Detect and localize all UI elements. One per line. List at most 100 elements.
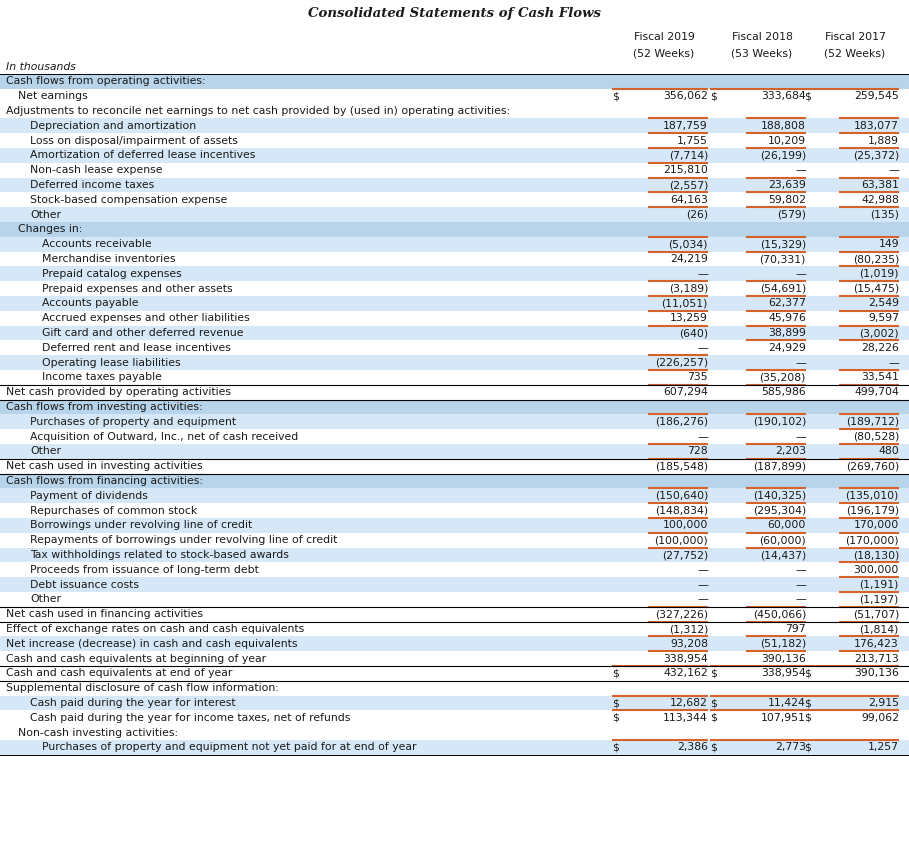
- Text: (51,182): (51,182): [760, 639, 806, 649]
- Text: 107,951: 107,951: [761, 713, 806, 722]
- Bar: [0, 399, 909, 414]
- Text: (3,002): (3,002): [859, 328, 899, 338]
- Text: 63,381: 63,381: [861, 180, 899, 190]
- Text: 480: 480: [878, 446, 899, 457]
- Text: 728: 728: [687, 446, 708, 457]
- Text: In thousands: In thousands: [6, 62, 75, 72]
- Text: Net cash provided by operating activities: Net cash provided by operating activitie…: [6, 387, 231, 398]
- Text: —: —: [795, 268, 806, 279]
- Text: (54,691): (54,691): [760, 284, 806, 294]
- Text: Stock-based compensation expense: Stock-based compensation expense: [30, 195, 227, 205]
- Text: Effect of exchange rates on cash and cash equivalents: Effect of exchange rates on cash and cas…: [6, 624, 305, 634]
- Text: (1,312): (1,312): [669, 624, 708, 634]
- Text: 149: 149: [878, 239, 899, 249]
- Text: $: $: [612, 668, 619, 679]
- Text: (1,814): (1,814): [860, 624, 899, 634]
- Text: 187,759: 187,759: [664, 121, 708, 131]
- Text: 28,226: 28,226: [861, 343, 899, 353]
- Text: 2,203: 2,203: [774, 446, 806, 457]
- Text: (80,528): (80,528): [853, 431, 899, 441]
- Text: 356,062: 356,062: [664, 91, 708, 101]
- Text: Cash paid during the year for interest: Cash paid during the year for interest: [30, 698, 235, 708]
- Text: 93,208: 93,208: [670, 639, 708, 649]
- Text: Net increase (decrease) in cash and cash equivalents: Net increase (decrease) in cash and cash…: [6, 639, 297, 649]
- Bar: [0, 355, 909, 370]
- Text: Accrued expenses and other liabilities: Accrued expenses and other liabilities: [42, 313, 250, 323]
- Text: 12,682: 12,682: [670, 698, 708, 708]
- Text: 183,077: 183,077: [854, 121, 899, 131]
- Text: $: $: [804, 91, 811, 101]
- Text: 300,000: 300,000: [854, 565, 899, 575]
- Text: $: $: [804, 743, 811, 752]
- Text: (1,191): (1,191): [860, 580, 899, 590]
- Bar: [0, 326, 909, 340]
- Text: 338,954: 338,954: [761, 668, 806, 679]
- Text: Merchandise inventories: Merchandise inventories: [42, 254, 175, 264]
- Text: 59,802: 59,802: [768, 195, 806, 205]
- Text: (26): (26): [686, 209, 708, 219]
- Text: Non-cash investing activities:: Non-cash investing activities:: [18, 728, 178, 738]
- Text: 607,294: 607,294: [664, 387, 708, 398]
- Text: 11,424: 11,424: [768, 698, 806, 708]
- Text: 797: 797: [785, 624, 806, 634]
- Text: (15,329): (15,329): [760, 239, 806, 249]
- Text: Consolidated Statements of Cash Flows: Consolidated Statements of Cash Flows: [308, 8, 601, 20]
- Text: Prepaid expenses and other assets: Prepaid expenses and other assets: [42, 284, 233, 294]
- Bar: [0, 636, 909, 652]
- Bar: [0, 444, 909, 459]
- Text: (135,010): (135,010): [845, 491, 899, 500]
- Text: 213,713: 213,713: [854, 653, 899, 663]
- Text: Amortization of deferred lease incentives: Amortization of deferred lease incentive…: [30, 150, 255, 160]
- Text: $: $: [804, 713, 811, 722]
- Text: (51,707): (51,707): [853, 609, 899, 619]
- Text: (80,235): (80,235): [853, 254, 899, 264]
- Text: 585,986: 585,986: [761, 387, 806, 398]
- Text: Fiscal 2017: Fiscal 2017: [824, 32, 885, 42]
- Text: $: $: [612, 91, 619, 101]
- Text: 33,541: 33,541: [861, 372, 899, 382]
- Text: Net earnings: Net earnings: [18, 91, 88, 101]
- Text: 432,162: 432,162: [664, 668, 708, 679]
- Bar: [0, 207, 909, 222]
- Text: Income taxes payable: Income taxes payable: [42, 372, 162, 382]
- Text: —: —: [795, 431, 806, 441]
- Text: Repayments of borrowings under revolving line of credit: Repayments of borrowings under revolving…: [30, 535, 337, 545]
- Bar: [0, 414, 909, 430]
- Text: (2,557): (2,557): [669, 180, 708, 190]
- Text: 188,808: 188,808: [761, 121, 806, 131]
- Text: 100,000: 100,000: [663, 521, 708, 530]
- Text: —: —: [888, 165, 899, 176]
- Text: 24,219: 24,219: [670, 254, 708, 264]
- Text: (269,760): (269,760): [845, 461, 899, 471]
- Text: Adjustments to reconcile net earnings to net cash provided by (used in) operatin: Adjustments to reconcile net earnings to…: [6, 106, 510, 116]
- Text: 9,597: 9,597: [868, 313, 899, 323]
- Text: $: $: [710, 743, 717, 752]
- Text: 176,423: 176,423: [854, 639, 899, 649]
- Text: Debt issuance costs: Debt issuance costs: [30, 580, 139, 590]
- Text: (148,834): (148,834): [654, 506, 708, 516]
- Text: Operating lease liabilities: Operating lease liabilities: [42, 358, 181, 368]
- Text: (170,000): (170,000): [845, 535, 899, 545]
- Text: Depreciation and amortization: Depreciation and amortization: [30, 121, 196, 131]
- Text: Accounts receivable: Accounts receivable: [42, 239, 152, 249]
- Bar: [0, 222, 909, 237]
- Text: —: —: [697, 565, 708, 575]
- Text: 1,755: 1,755: [677, 136, 708, 146]
- Text: (18,130): (18,130): [853, 550, 899, 560]
- Bar: [0, 548, 909, 562]
- Text: (25,372): (25,372): [853, 150, 899, 160]
- Text: (11,051): (11,051): [662, 299, 708, 308]
- Text: 42,988: 42,988: [861, 195, 899, 205]
- Bar: [0, 695, 909, 711]
- Text: (187,899): (187,899): [753, 461, 806, 471]
- Text: 113,344: 113,344: [664, 713, 708, 722]
- Text: (640): (640): [679, 328, 708, 338]
- Bar: [0, 473, 909, 489]
- Text: Supplemental disclosure of cash flow information:: Supplemental disclosure of cash flow inf…: [6, 683, 279, 693]
- Text: 259,545: 259,545: [854, 91, 899, 101]
- Text: $: $: [612, 698, 619, 708]
- Text: 170,000: 170,000: [854, 521, 899, 530]
- Text: 99,062: 99,062: [861, 713, 899, 722]
- Text: (189,712): (189,712): [846, 417, 899, 427]
- Text: (327,226): (327,226): [654, 609, 708, 619]
